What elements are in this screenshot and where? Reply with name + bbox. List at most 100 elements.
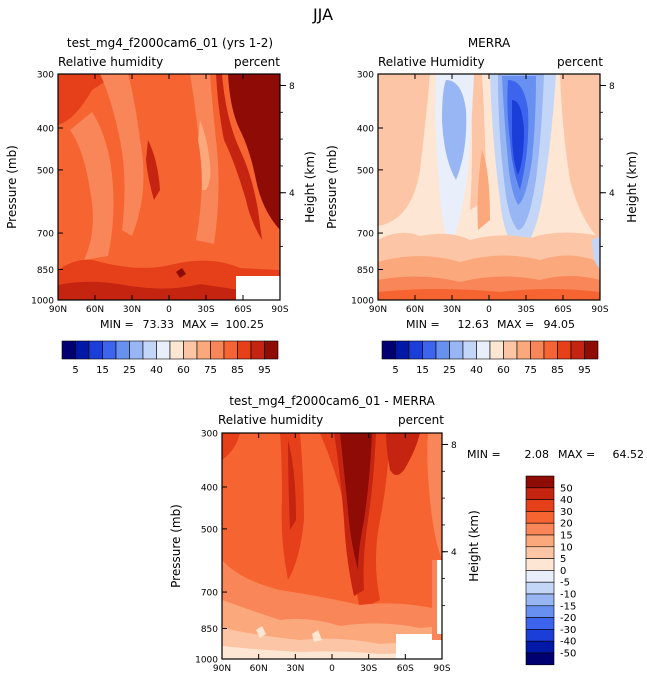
- min-label: MIN =: [467, 448, 501, 461]
- colorbar-swatch: [102, 340, 117, 360]
- min-value: 73.33: [143, 318, 175, 331]
- colorbar-label: -5: [560, 578, 570, 589]
- colorbar-swatch: [183, 340, 198, 360]
- colorbar-label: 75: [204, 365, 217, 376]
- y2-tick-label: 8: [609, 82, 615, 92]
- min-label: MIN =: [100, 318, 134, 331]
- x-tick-label: 90N: [369, 305, 387, 315]
- colorbar-label: 5: [560, 554, 566, 565]
- colorbar-label: 85: [551, 365, 564, 376]
- panel-model: test_mg4_f2000cam6_01 (yrs 1-2) Relative…: [5, 36, 317, 331]
- panel-merra: MERRA Relative Humidity percent 90N 60N 30…: [325, 36, 639, 331]
- panel-title: MERRA: [468, 36, 511, 50]
- colorbar-label: 15: [560, 531, 573, 542]
- colorbar-label: 25: [123, 365, 136, 376]
- x-tick-label: 90N: [49, 305, 67, 315]
- colorbar-swatch: [223, 340, 238, 360]
- panel-left-label: Relative humidity: [218, 413, 323, 427]
- colorbar-swatch: [88, 340, 103, 360]
- colorbar-swatch: [525, 581, 555, 595]
- x-tick-label: 60S: [397, 664, 414, 674]
- axis-ticks: 90N 60N 30N 0 30S 60S 90S 300 400 500 700 850 1000 8 4: [31, 71, 295, 316]
- colorbar-label: -15: [560, 601, 576, 612]
- max-label: MAX =: [497, 318, 534, 331]
- colorbar-swatch: [196, 340, 211, 360]
- y-tick-label: 400: [201, 484, 218, 494]
- x-tick-label: 90S: [271, 305, 288, 315]
- x-tick-label: 0: [166, 305, 172, 315]
- colorbar-swatch: [129, 340, 144, 360]
- axis-ticks: 90N 60N 30N 0 30S 60S 90S 300 400 500 700 850 1000 8 4: [195, 430, 457, 675]
- y-tick-label: 500: [37, 166, 54, 176]
- panel-title: test_mg4_f2000cam6_01 - MERRA: [229, 394, 435, 408]
- colorbar-label: 95: [258, 365, 271, 376]
- x-tick-label: 30N: [443, 305, 461, 315]
- colorbar-swatch: [61, 340, 76, 360]
- colorbar-swatch: [395, 340, 410, 360]
- colorbar-swatch: [408, 340, 423, 360]
- colorbar-swatch: [476, 340, 491, 360]
- y-tick-label: 1000: [351, 297, 374, 307]
- colorbar-swatch: [525, 534, 555, 548]
- colorbar-swatch: [525, 499, 555, 512]
- y-tick-label: 850: [37, 266, 54, 276]
- y-tick-label: 500: [357, 166, 374, 176]
- colorbar-label: 30: [560, 507, 573, 518]
- colorbar-swatch: [264, 340, 279, 360]
- colorbar-model: 5 15 25 40 60 75 85 95: [61, 340, 279, 376]
- colorbar-swatch: [557, 340, 572, 360]
- colorbar-swatch: [543, 340, 558, 360]
- max-label: MAX =: [558, 448, 595, 461]
- colorbar-label: 10: [560, 542, 573, 553]
- colorbar-label: 50: [560, 483, 573, 494]
- y2-tick-label: 8: [289, 82, 295, 92]
- contour-field: [58, 74, 280, 300]
- x-tick-label: 30S: [517, 305, 534, 315]
- colorbar-label: 5: [392, 365, 398, 376]
- colorbar-swatch: [210, 340, 225, 360]
- colorbar-swatch: [381, 340, 396, 360]
- x-tick-label: 90S: [433, 664, 450, 674]
- colorbar-swatch: [489, 340, 504, 360]
- y-tick-label: 1000: [31, 297, 54, 307]
- colorbar-label: 0: [560, 566, 566, 577]
- panel-right-label: percent: [398, 413, 444, 427]
- x-tick-label: 30N: [123, 305, 141, 315]
- panel-left-label: Relative humidity: [58, 55, 163, 69]
- x-tick-label: 30N: [286, 664, 304, 674]
- contour-field: [378, 74, 600, 300]
- colorbar-swatch: [525, 570, 555, 583]
- x-tick-label: 60N: [250, 664, 268, 674]
- panel-right-label: percent: [557, 55, 603, 69]
- y2-axis-label: Height (km): [625, 151, 639, 222]
- colorbar-swatch: [169, 340, 184, 360]
- y-tick-label: 1000: [195, 656, 218, 666]
- x-tick-label: 90S: [591, 305, 608, 315]
- y2-tick-label: 4: [289, 189, 295, 199]
- colorbar-swatch: [525, 629, 555, 642]
- colorbar-swatch: [462, 340, 477, 360]
- colorbar-swatch: [449, 340, 464, 360]
- colorbar-swatch: [115, 340, 130, 360]
- colorbar-swatch: [525, 511, 555, 524]
- colorbar-swatch: [525, 605, 555, 618]
- colorbar-label: 40: [560, 495, 573, 506]
- colorbar-swatch: [75, 340, 90, 360]
- max-label: MAX =: [182, 318, 219, 331]
- colorbar-label: -30: [560, 625, 576, 636]
- colorbar-merra: 5 15 25 40 60 75 85 95: [381, 340, 599, 376]
- y-tick-label: 700: [37, 230, 54, 240]
- min-value: 2.08: [525, 448, 550, 461]
- max-value: 64.52: [613, 448, 645, 461]
- colorbar-swatch: [237, 340, 252, 360]
- y-tick-label: 300: [201, 430, 218, 440]
- colorbar-label: -50: [560, 649, 576, 660]
- y-tick-label: 400: [37, 125, 54, 135]
- min-label: MIN =: [406, 318, 440, 331]
- colorbar-label: -20: [560, 613, 576, 624]
- colorbar-swatch: [250, 340, 265, 360]
- y2-axis-label: Height (km): [303, 151, 317, 222]
- colorbar-swatch: [530, 340, 545, 360]
